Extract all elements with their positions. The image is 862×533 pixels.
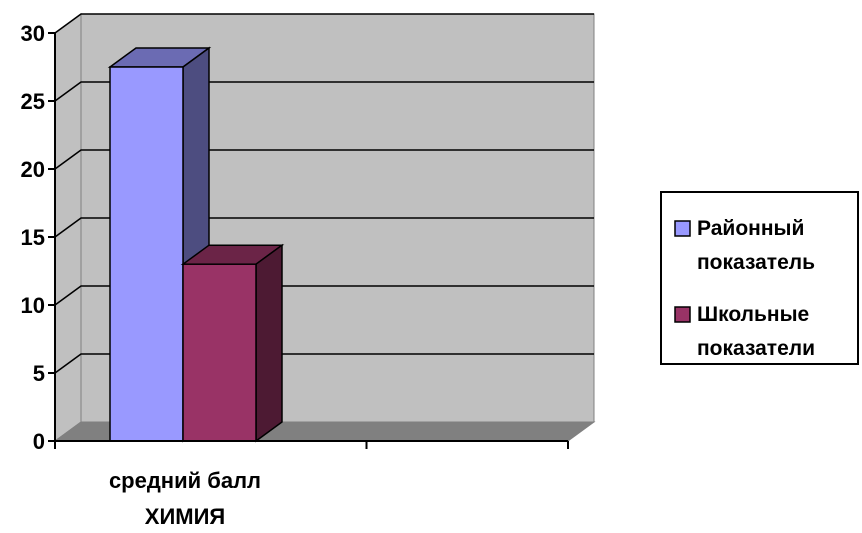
gridline: [54, 285, 594, 306]
bar-district: [107, 46, 212, 443]
legend-label: показатель: [697, 251, 815, 274]
legend-item-district: Районный показатель: [674, 217, 815, 274]
bar-front: [109, 66, 184, 442]
y-tick-label: 30: [21, 21, 45, 46]
gridline: [54, 149, 594, 170]
legend-box: [660, 191, 859, 365]
legend: Районный показатель Школьные показатели: [660, 191, 859, 365]
x-category-label: ХИМИЯ: [145, 504, 225, 529]
y-tick-label: 10: [21, 293, 45, 318]
gridline: [54, 217, 594, 238]
x-axis-labels: средний балл ХИМИЯ: [109, 468, 261, 529]
x-category-label: средний балл: [109, 468, 261, 493]
legend-swatch: [674, 220, 691, 237]
y-tick-label: 0: [33, 429, 45, 454]
bar-front: [182, 263, 257, 442]
legend-item-school: Школьные показатели: [674, 303, 815, 360]
bar-side: [255, 243, 283, 443]
legend-label: показатели: [697, 337, 815, 360]
legend-label: Школьные: [697, 303, 809, 326]
gridlines: [54, 13, 594, 374]
y-axis-ticks: 0 5 10 15 20 25 30: [21, 21, 55, 454]
legend-label: Районный: [697, 217, 804, 240]
bars: [107, 46, 285, 443]
y-tick-label: 25: [21, 89, 45, 114]
gridline: [54, 13, 594, 34]
y-tick-label: 15: [21, 225, 45, 250]
y-tick-label: 20: [21, 157, 45, 182]
y-tick-label: 5: [33, 361, 45, 386]
gridline: [54, 353, 594, 374]
bar-school: [180, 243, 285, 443]
legend-swatch: [674, 306, 691, 323]
gridline: [54, 81, 594, 102]
